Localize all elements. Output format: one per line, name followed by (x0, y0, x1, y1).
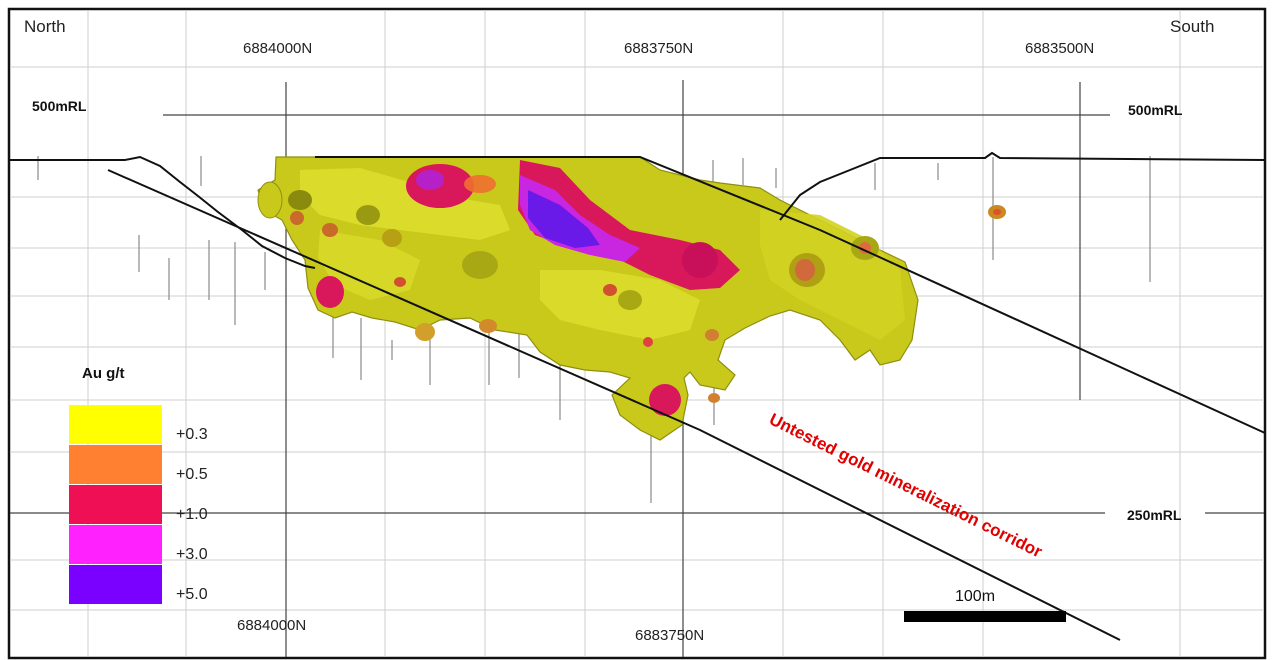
legend-label: +1.0 (176, 506, 208, 523)
level-500-left: 500mRL (32, 98, 87, 114)
grade-legend: Au g/t +0.3 +0.5 +1.0 +3.0 +5.0 (69, 365, 208, 604)
northing-top-3: 6883500N (1025, 40, 1094, 57)
direction-south: South (1170, 17, 1214, 36)
untested-corridor-annotation: Untested gold mineralization corridor (766, 410, 1045, 562)
legend-swatch (69, 485, 162, 524)
scale-bar-label: 100m (955, 588, 995, 605)
scale-bar: 100m (904, 588, 1066, 622)
northing-top-1: 6884000N (243, 40, 312, 57)
northing-bottom-1: 6884000N (237, 617, 306, 634)
map-frame (7, 7, 1267, 660)
legend-label: +0.3 (176, 426, 208, 443)
level-250-right: 250mRL (1127, 507, 1182, 523)
structural-lines (10, 151, 1266, 641)
reference-lines (10, 80, 1264, 657)
legend-label: +3.0 (176, 546, 208, 563)
level-500-right: 500mRL (1128, 102, 1183, 118)
legend-label: +0.5 (176, 466, 208, 483)
legend-swatch (69, 405, 162, 444)
legend-label: +5.0 (176, 586, 208, 603)
direction-north: North (24, 17, 66, 36)
northing-top-2: 6883750N (624, 40, 693, 57)
legend-swatch (69, 565, 162, 604)
mineralization-body (257, 156, 1006, 441)
northing-bottom-2: 6883750N (635, 627, 704, 644)
legend-swatch (69, 525, 162, 564)
legend-title: Au g/t (82, 365, 125, 382)
legend-swatch (69, 445, 162, 484)
